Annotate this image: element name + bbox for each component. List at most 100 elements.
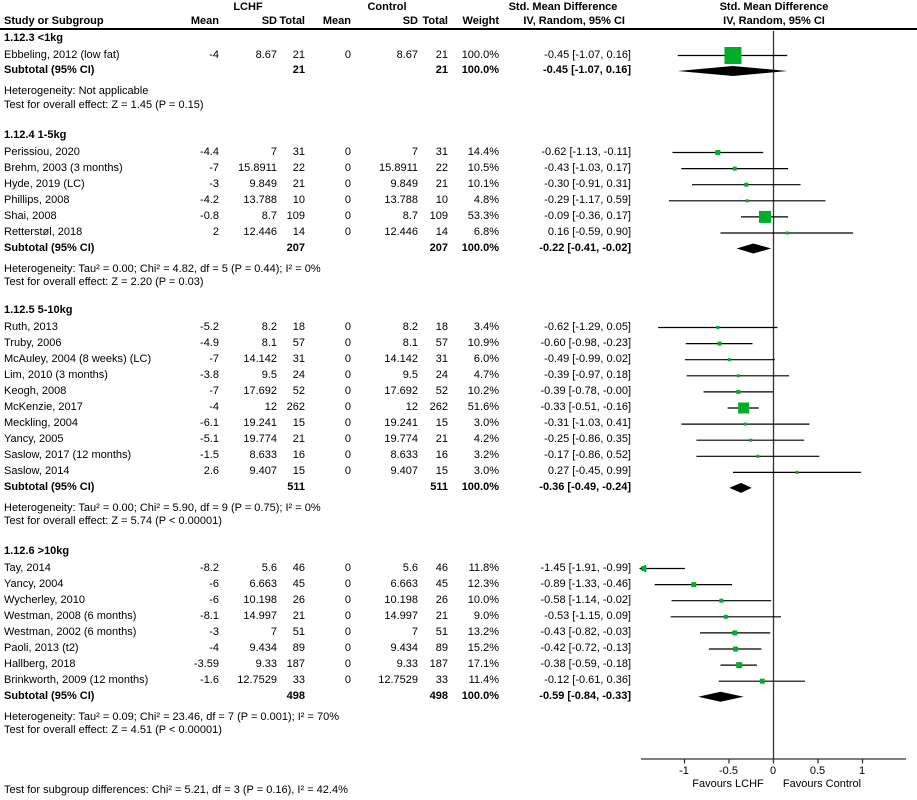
study-name: Shai, 2008: [4, 209, 57, 222]
ci-text: -0.62 [-1.13, -0.11]: [541, 145, 631, 158]
study-row: Shai, 2008 -0.8 8.7 109 0 8.7 109 53.3% -0.09 [-…: [0, 210, 917, 223]
weight-value: 4.8%: [473, 193, 499, 206]
study-row: Yancy, 2004 -6 6.663 45 0 6.663 45 12.3% -0.89 […: [0, 578, 917, 591]
effect-square: [723, 614, 728, 619]
header-divider: [0, 28, 917, 30]
axis-tick-label: 1: [858, 765, 866, 777]
weight-value: 11.4%: [468, 674, 499, 687]
control-mean: 0: [344, 642, 351, 654]
effect-square: [715, 150, 721, 155]
favours-right-label: Favours Control: [782, 778, 862, 790]
control-mean: 0: [344, 320, 351, 333]
study-row: McKenzie, 2017 -4 12 262 0 12 262 51.6% -0.33 [-…: [0, 401, 917, 414]
study-row: Yancy, 2005 -5.1 19.774 21 0 19.774 21 4.2% -0.2…: [0, 433, 917, 446]
study-name: Yancy, 2005: [4, 433, 64, 446]
ci-text: -0.17 [-0.86, 0.52]: [544, 449, 631, 462]
study-name: Wycherley, 2010: [4, 593, 86, 606]
lchf-sd: 9.5: [261, 368, 277, 381]
lchf-total: 31: [292, 145, 305, 158]
control-mean: 0: [344, 465, 351, 478]
subtotal-row: Subtotal (95% CI) 511 511 100.0% -0.36 [-0.4…: [0, 481, 917, 494]
ci-text: -0.30 [-0.91, 0.31]: [544, 177, 631, 190]
control-sd: 12.446: [384, 226, 418, 238]
lchf-mean: -6: [209, 593, 219, 606]
smd-header-plot-column: Std. Mean Difference: [719, 1, 829, 13]
axis-tick-label: 0: [769, 765, 777, 777]
control-mean: 0: [344, 577, 351, 590]
control-sd: 8.2: [402, 320, 418, 333]
control-mean: 0: [344, 352, 351, 365]
subtotal-row: Subtotal (95% CI) 207 207 100.0% -0.22 [-0.4…: [0, 242, 917, 255]
lchf-total: 109: [286, 209, 305, 222]
study-name: Perissiou, 2020: [4, 145, 80, 158]
study-row: Keogh, 2008 -7 17.692 52 0 17.692 52 10.2% -0.39…: [0, 385, 917, 398]
lchf-mean: -4.2: [200, 193, 219, 206]
study-name: Westman, 2002 (6 months): [4, 625, 137, 638]
col-header-weight: Weight: [462, 15, 499, 27]
study-row: Lim, 2010 (3 months) -3.8 9.5 24 0 9.5 24 4.7% -…: [0, 369, 917, 382]
subgroup-title-row: 1.12.5 5-10kg: [0, 304, 917, 317]
ci-text: 0.16 [-0.59, 0.90]: [547, 226, 631, 238]
subtotal-weight: 100.0%: [461, 689, 499, 702]
control-total: 187: [429, 658, 448, 671]
control-sd: 12: [405, 401, 418, 413]
lchf-total: 21: [292, 177, 305, 190]
weight-value: 10.0%: [467, 593, 499, 606]
subtotal-ci-text: -0.45 [-1.07, 0.16]: [542, 64, 631, 76]
control-total: 262: [429, 401, 448, 413]
control-total: 31: [435, 145, 448, 158]
study-name: Truby, 2006: [4, 336, 62, 349]
lchf-sd: 7: [270, 625, 277, 638]
lchf-sd: 9.849: [249, 177, 277, 190]
effect-square: [727, 358, 731, 362]
col-header-sd-lchf: SD: [261, 15, 277, 27]
lchf-sd: 9.33: [255, 658, 277, 671]
effect-square: [719, 598, 724, 603]
study-row: Saslow, 2014 2.6 9.407 15 0 9.407 15 3.0% 0.27 […: [0, 465, 917, 478]
lchf-total: 31: [292, 352, 305, 365]
lchf-total: 10: [292, 193, 305, 206]
weight-value: 14.4%: [467, 145, 499, 158]
col-header-study: Study or Subgroup: [4, 15, 104, 27]
col-header-sd-control: SD: [402, 15, 418, 27]
lchf-sd: 8.7: [261, 209, 277, 222]
study-name: Ebbeling, 2012 (low fat): [4, 48, 120, 61]
lchf-mean: -7: [209, 352, 219, 365]
subtotal-diamond: [736, 243, 772, 254]
ci-text: -0.58 [-1.14, -0.02]: [540, 593, 632, 606]
col-header-mean-lchf: Mean: [190, 15, 219, 27]
lchf-sd: 10.198: [243, 593, 277, 606]
lchf-sd: 12: [264, 401, 277, 413]
study-row: Westman, 2002 (6 months) -3 7 51 0 7 51 13.2% -0…: [0, 626, 917, 639]
subtotal-control-total: 511: [430, 480, 448, 493]
control-mean: 0: [344, 336, 351, 349]
lchf-sd: 17.692: [243, 384, 277, 397]
study-row: Meckling, 2004 -6.1 19.241 15 0 19.241 15 3.0% -…: [0, 417, 917, 430]
control-mean: 0: [344, 417, 351, 430]
control-mean: 0: [344, 593, 351, 606]
lchf-sd: 8.1: [261, 336, 277, 349]
subtotal-weight: 100.0%: [461, 241, 499, 254]
weight-value: 10.2%: [467, 384, 499, 397]
subgroup-title: 1.12.4 1-5kg: [4, 129, 67, 141]
heterogeneity-note: Heterogeneity: Tau² = 0.00; Chi² = 4.82,…: [4, 262, 321, 275]
lchf-sd: 6.663: [249, 577, 277, 590]
ci-text: -0.43 [-0.82, -0.03]: [540, 625, 632, 638]
lchf-mean: -4.9: [200, 336, 219, 349]
study-name: Saslow, 2014: [4, 465, 70, 478]
subtotal-weight: 100.0%: [461, 480, 499, 493]
overall-effect-note: Test for overall effect: Z = 2.20 (P = 0…: [4, 276, 204, 288]
subtotal-lchf-total: 21: [292, 64, 305, 76]
overall-effect-note: Test for overall effect: Z = 1.45 (P = 0…: [4, 98, 204, 111]
lchf-total: 262: [286, 401, 305, 413]
ci-text: -0.09 [-0.36, 0.17]: [544, 209, 631, 222]
control-total: 18: [435, 320, 448, 333]
control-sd: 5.6: [402, 561, 418, 574]
ci-text: 0.27 [-0.45, 0.99]: [547, 465, 631, 478]
lchf-mean: -8.2: [200, 561, 219, 574]
study-name: Phillips, 2008: [4, 193, 70, 206]
control-total: 31: [435, 352, 448, 365]
effect-square: [641, 566, 647, 571]
axis-tick-label: -1: [679, 765, 689, 777]
